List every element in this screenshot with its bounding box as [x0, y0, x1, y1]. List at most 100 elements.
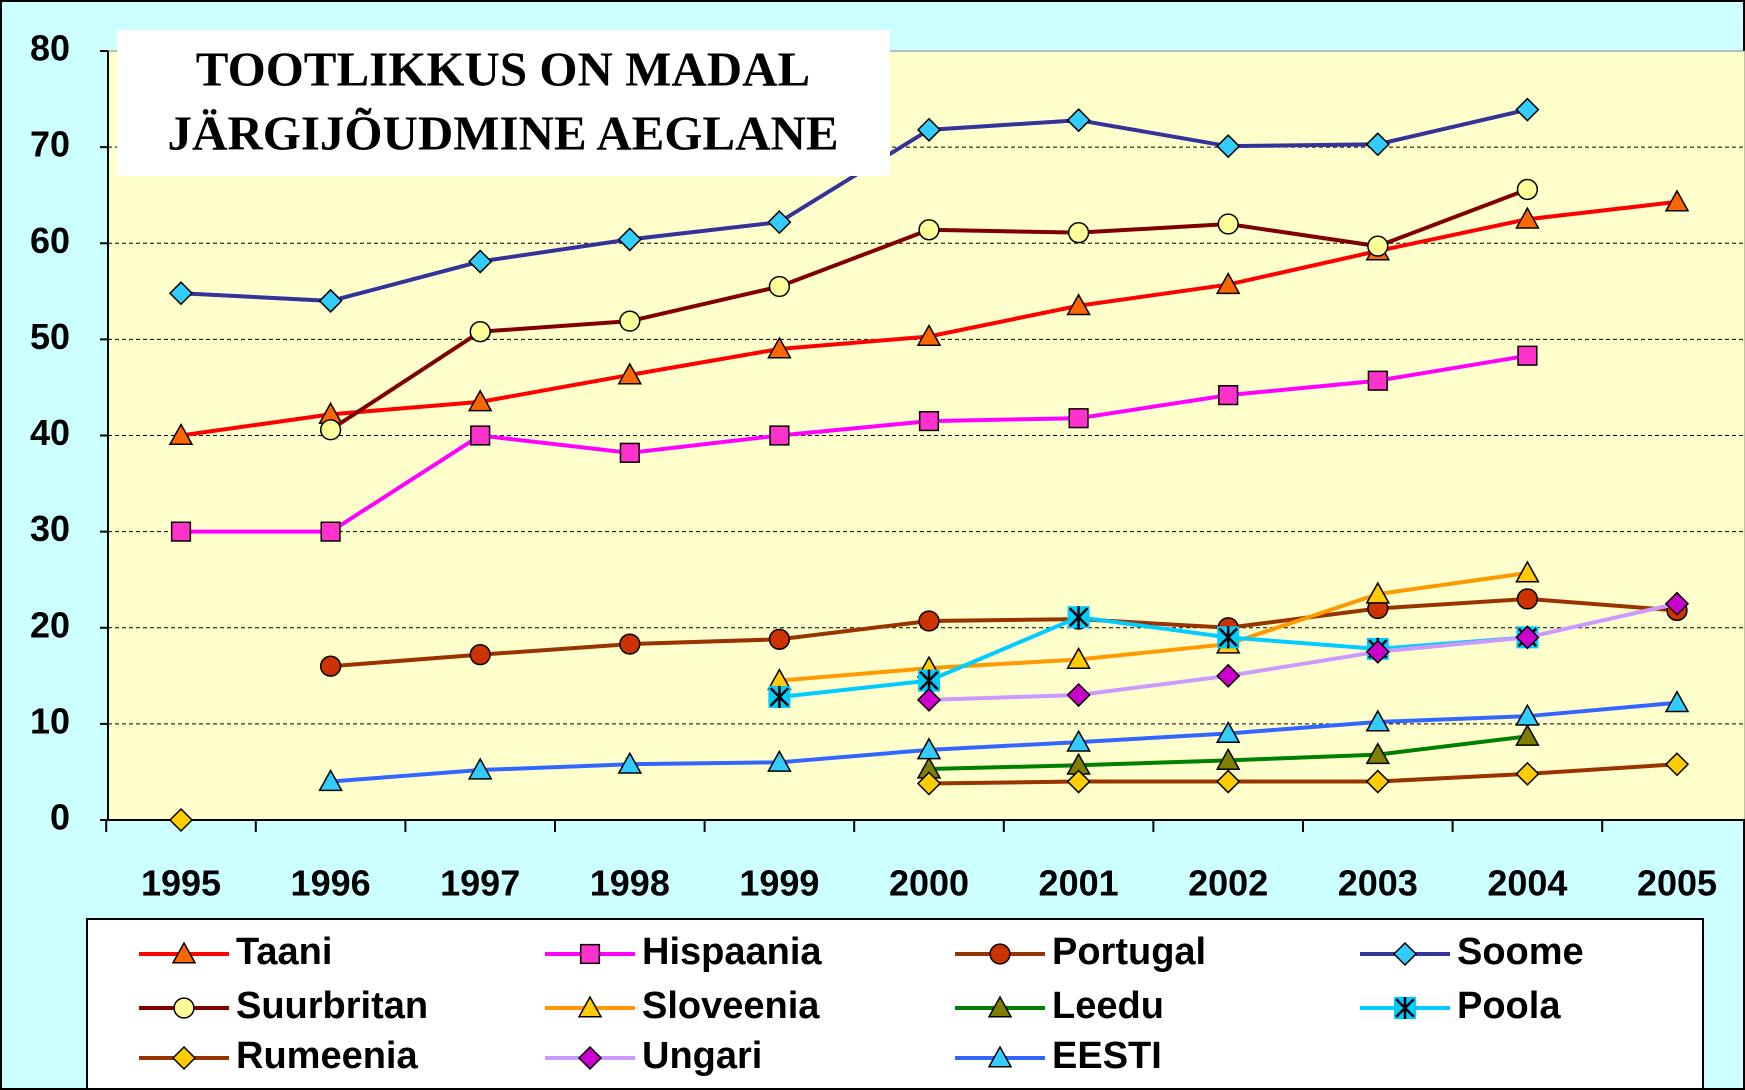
marker: [1066, 682, 1091, 708]
marker: [1215, 720, 1241, 744]
y-tick-label: 40: [30, 412, 70, 453]
marker: [1515, 723, 1540, 746]
marker: [769, 425, 790, 446]
marker: [617, 227, 642, 252]
x-tick-label: 1996: [291, 863, 371, 904]
marker: [577, 995, 603, 1018]
marker: [1365, 581, 1391, 604]
x-tick-label: 2002: [1188, 863, 1268, 904]
marker: [171, 941, 197, 964]
plot: 0 10 20 30 40 50 60 70 80 1995 1996 1997 1998 1999 200…: [30, 28, 1745, 904]
marker: [1215, 747, 1241, 770]
legend-label: Sloveenia: [642, 985, 820, 1027]
marker: [1068, 408, 1089, 429]
marker: [318, 288, 343, 313]
marker: [918, 410, 940, 432]
y-tick-label: 50: [30, 316, 70, 357]
series-line: [779, 615, 1528, 699]
chart-title: TOOTLIKKUS ON MADAL: [196, 41, 810, 96]
marker: [918, 219, 940, 241]
marker: [1664, 690, 1690, 713]
marker: [1067, 222, 1090, 244]
marker: [767, 749, 792, 772]
marker: [918, 669, 940, 692]
marker: [1367, 235, 1389, 257]
marker: [1365, 742, 1391, 765]
legend-label: EESTI: [1052, 1035, 1162, 1077]
marker-star: [1068, 606, 1089, 629]
y-tick-label: 30: [30, 508, 70, 549]
marker: [768, 275, 791, 298]
marker: [1515, 625, 1540, 650]
marker: [171, 1045, 197, 1071]
x-tick-label: 2004: [1487, 863, 1567, 904]
legend-label: Portugal: [1052, 931, 1206, 973]
marker: [1664, 189, 1690, 212]
marker-star: [1218, 626, 1238, 649]
y-tick-label: 80: [30, 28, 70, 69]
marker: [470, 425, 491, 446]
marker: [318, 769, 343, 792]
marker: [168, 422, 194, 446]
marker: [468, 249, 493, 274]
marker: [987, 995, 1013, 1018]
marker: [1067, 606, 1090, 629]
title-box: [117, 30, 890, 176]
marker: [1664, 591, 1690, 616]
marker: [987, 1045, 1013, 1068]
marker: [1515, 761, 1540, 786]
marker: [617, 362, 643, 385]
marker: [619, 633, 641, 655]
marker: [173, 997, 195, 1019]
legend-label: Suurbritan: [236, 985, 428, 1027]
marker: [1367, 370, 1388, 391]
marker: [617, 751, 643, 774]
marker: [1216, 134, 1241, 159]
marker: [1515, 703, 1540, 726]
marker: [170, 521, 192, 542]
marker: [469, 321, 491, 343]
marker: [467, 389, 493, 412]
marker: [1515, 560, 1540, 583]
x-tick-label: 2005: [1637, 863, 1717, 904]
marker: [1365, 769, 1390, 794]
x-tick-label: 2001: [1039, 863, 1119, 904]
x-tick-label: 1997: [440, 863, 520, 904]
marker-star: [1395, 997, 1415, 1019]
series-line: [181, 353, 1528, 534]
legend-label: Hispaania: [642, 931, 822, 973]
marker: [1066, 108, 1091, 133]
marker: [1216, 769, 1241, 794]
marker: [918, 610, 940, 632]
marker: [768, 628, 791, 650]
x-tick-label: 2000: [889, 863, 969, 904]
series-line: [330, 700, 1678, 784]
marker: [916, 323, 942, 347]
marker: [1365, 709, 1391, 732]
marker: [1218, 385, 1239, 406]
marker: [467, 757, 493, 780]
marker: [1515, 206, 1540, 229]
legend-label: Leedu: [1052, 985, 1164, 1027]
marker: [1066, 293, 1091, 316]
marker: [767, 210, 792, 235]
marker: [1066, 646, 1091, 670]
x-tick-label: 1995: [141, 863, 221, 904]
marker: [1066, 729, 1091, 752]
legend-label: Soome: [1457, 931, 1584, 973]
marker: [320, 521, 341, 542]
x-tick-label: 2003: [1338, 863, 1418, 904]
y-tick-label: 10: [30, 700, 70, 741]
series-line: [779, 570, 1528, 683]
marker: [319, 655, 342, 677]
marker: [469, 644, 491, 666]
legend-entries: Taani Hispaania Portugal Soome Suurbritan Slo…: [139, 931, 1584, 1077]
marker: [1365, 132, 1390, 157]
marker: [767, 336, 792, 359]
marker: [1515, 97, 1540, 122]
marker: [916, 771, 942, 796]
chart-subtitle: JÄRGIJÕUDMINE AEGLANE: [167, 105, 838, 160]
marker: [1516, 178, 1539, 201]
marker: [916, 737, 942, 760]
